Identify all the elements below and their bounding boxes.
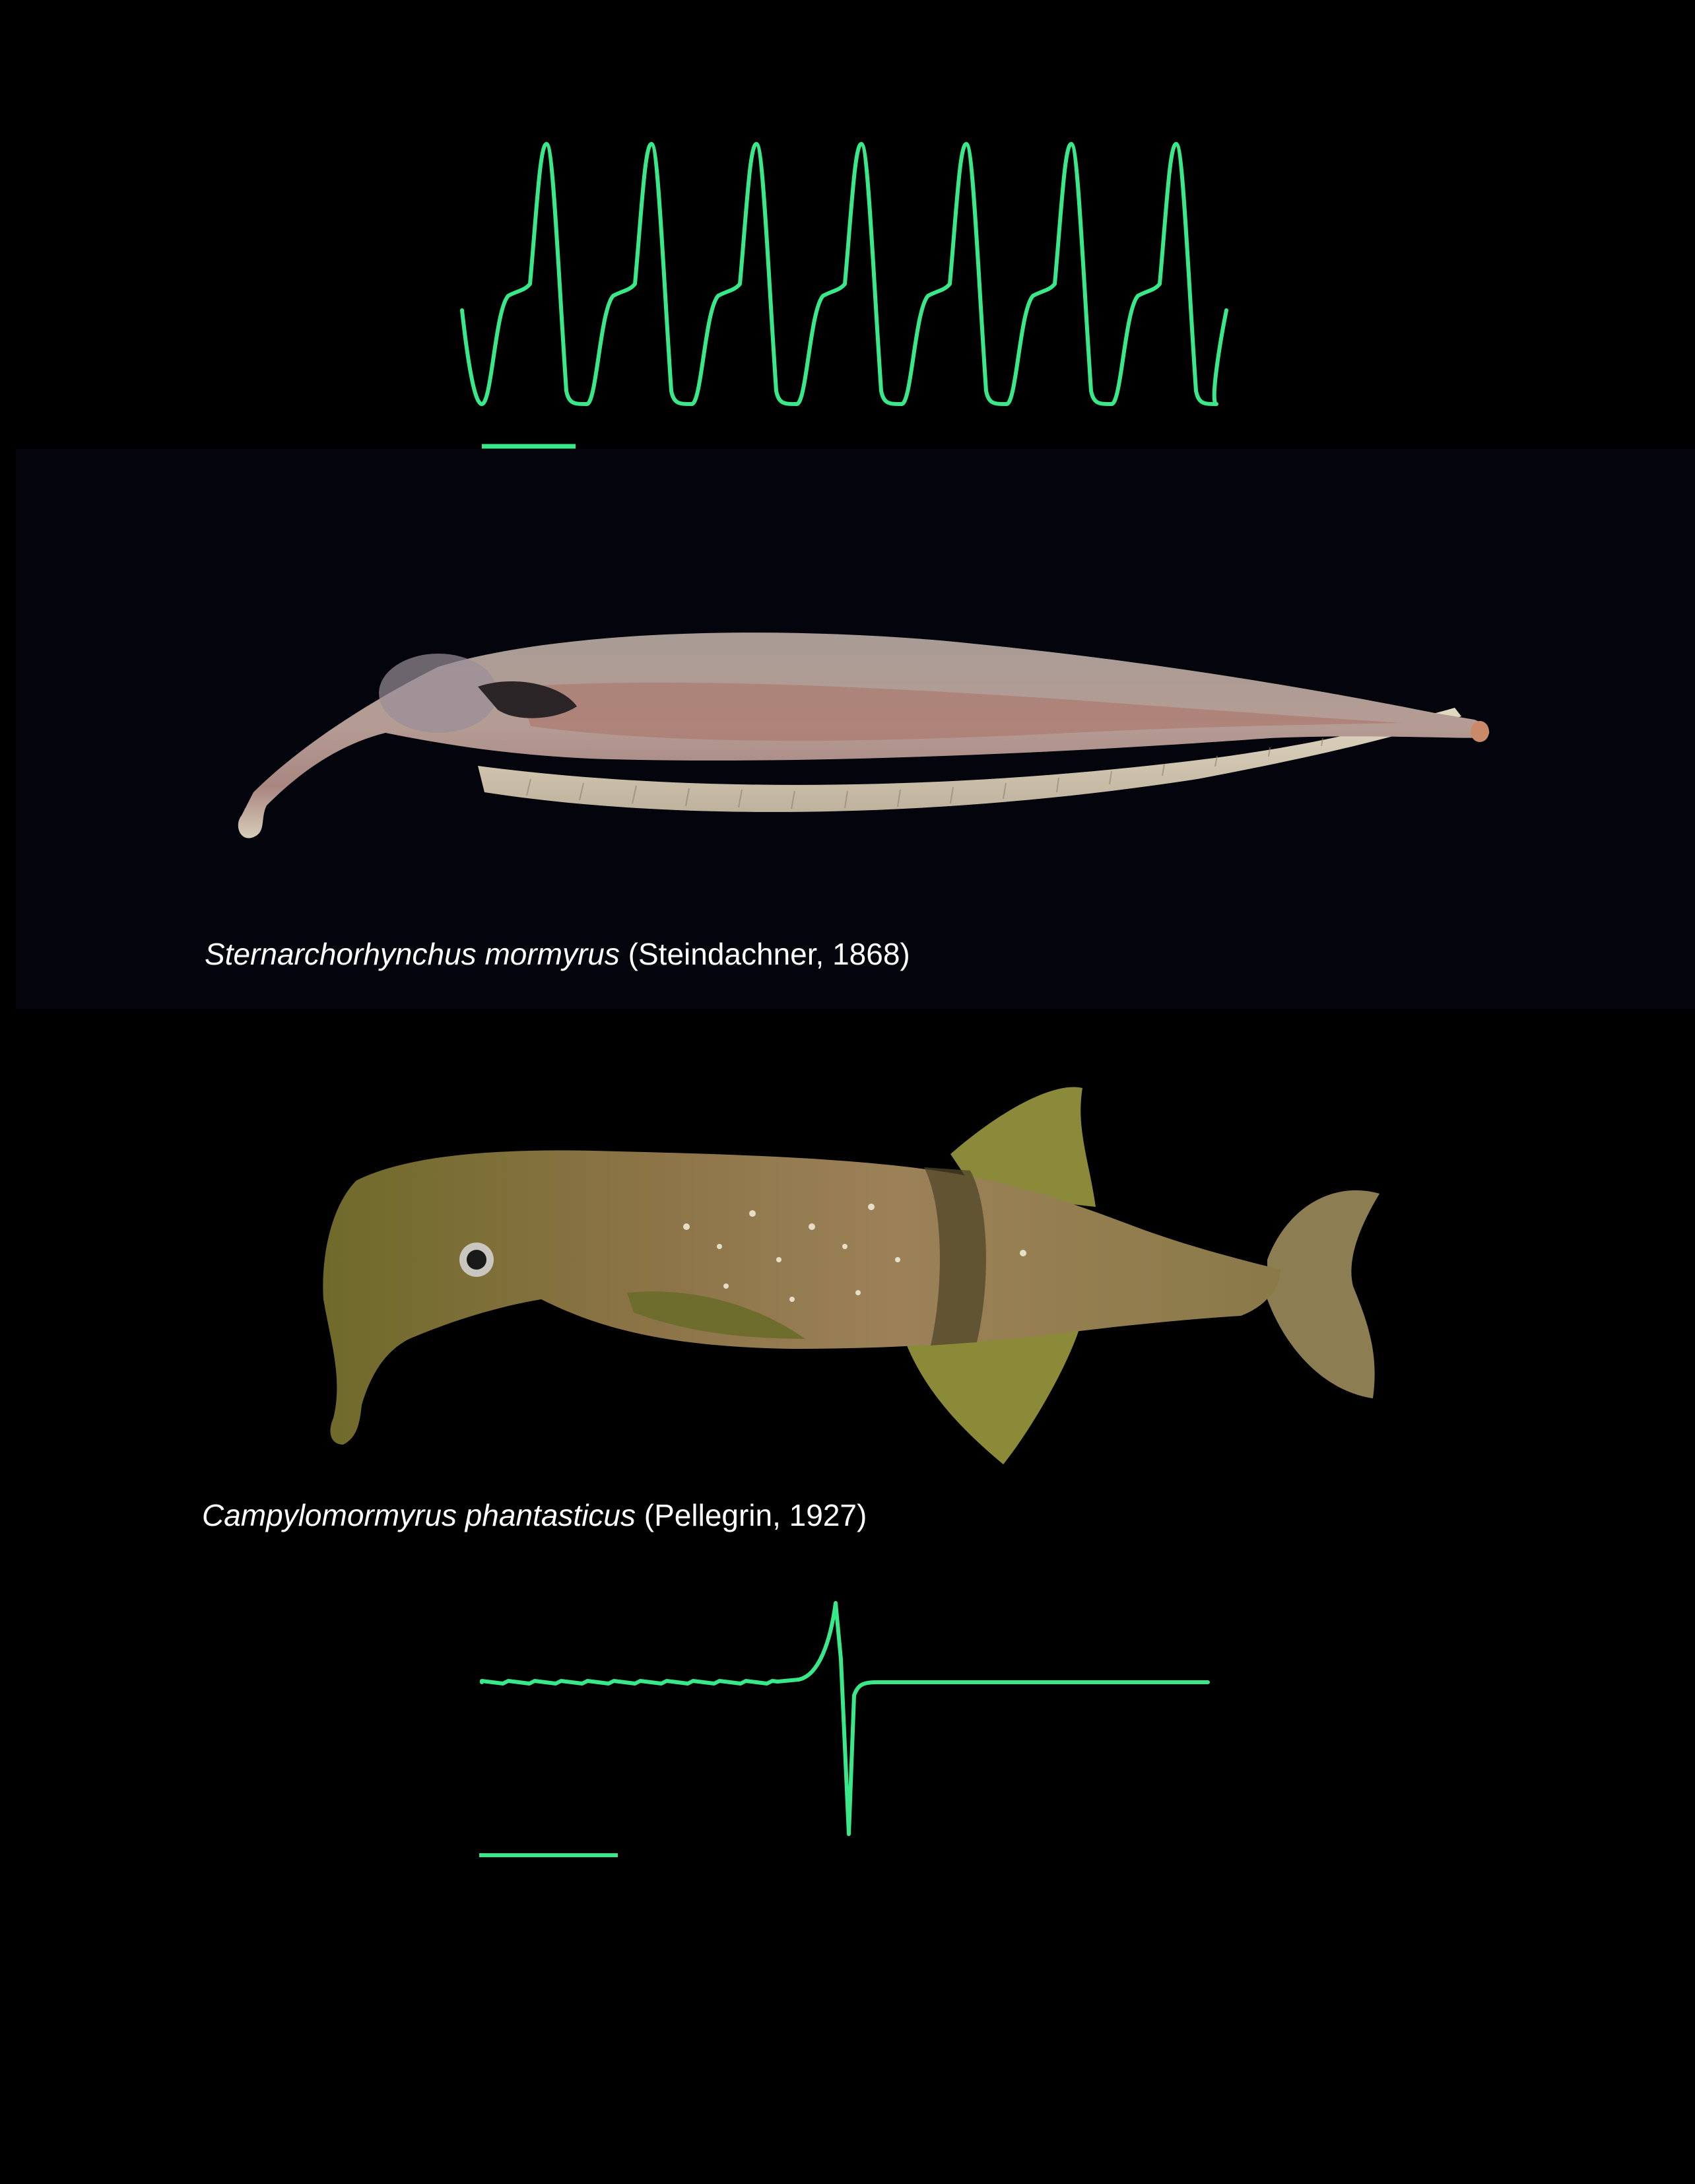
- pectoral-fin-2: [627, 1291, 805, 1339]
- species-1-authority: (Steindachner, 1868): [628, 937, 910, 971]
- species-1-caption: Sternarchorhynchus mormyrus (Steindachne…: [205, 936, 910, 972]
- fish-2-pupil: [467, 1250, 486, 1270]
- species-1-name: Sternarchorhynchus mormyrus: [205, 937, 620, 971]
- lateral-coloration: [517, 682, 1402, 741]
- anal-fin: [478, 708, 1461, 812]
- dorsal-fin: [950, 1087, 1096, 1207]
- wave-eod-trace: [460, 142, 1228, 406]
- species-1-panel: Sternarchorhynchus mormyrus (Steindachne…: [16, 449, 1695, 1009]
- species-2-authority: (Pellegrin, 1927): [644, 1498, 867, 1532]
- campylomormyrus-fish-image: [323, 1087, 1379, 1464]
- wave-eod-trace-figure: [460, 142, 1228, 449]
- caudal-fin: [1267, 1190, 1379, 1398]
- species-2-name: Campylomormyrus phantasticus: [202, 1498, 636, 1532]
- fish-2-body: [323, 1150, 1280, 1445]
- anal-fin-rays: [526, 728, 1376, 809]
- fish-1-body: [238, 632, 1490, 838]
- sternarchorhynchus-fish-image: [238, 632, 1490, 838]
- body-dark-band: [924, 1167, 986, 1346]
- tail-tip: [1471, 721, 1489, 742]
- body-spots: [683, 1204, 1026, 1302]
- species-2-caption: Campylomormyrus phantasticus (Pellegrin,…: [202, 1497, 867, 1533]
- pulse-eod-trace-figure: [479, 1601, 1210, 1857]
- pulse-eod-trace: [480, 1601, 1210, 1836]
- anal-fin-2: [904, 1316, 1082, 1464]
- pectoral-fin: [478, 681, 577, 718]
- fish-1-head: [379, 654, 498, 733]
